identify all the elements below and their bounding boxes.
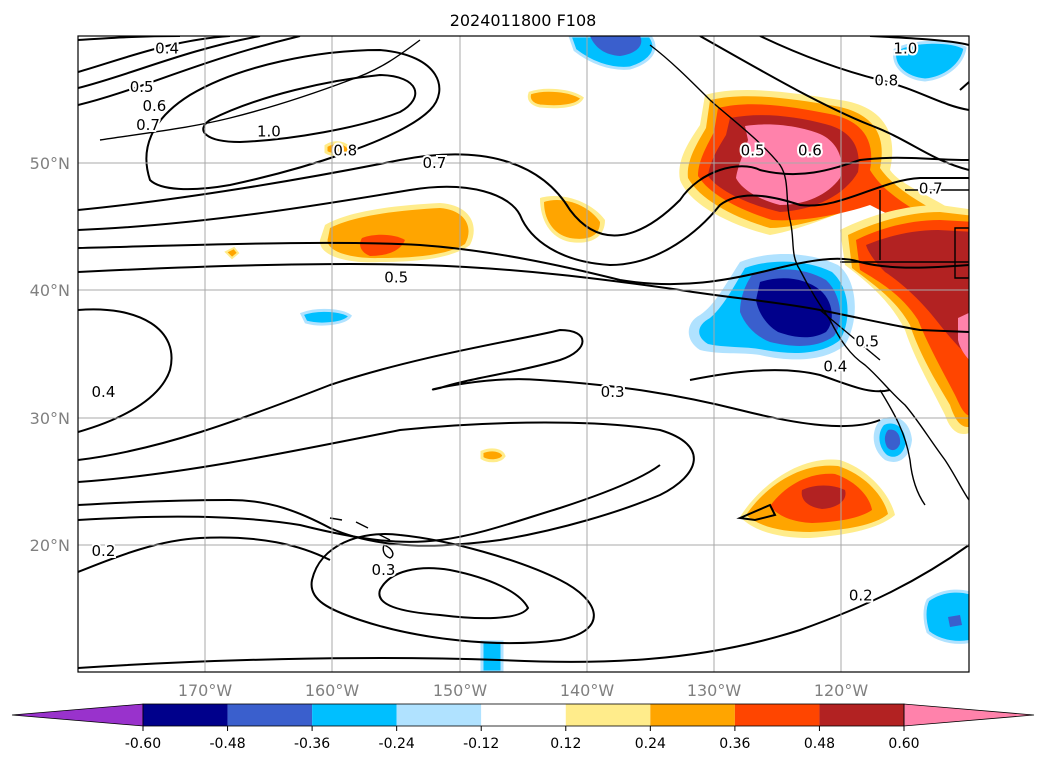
colorbar-tick-label: 0.36 [719,736,750,752]
colorbar-tick-label: -0.60 [125,736,161,752]
x-tick-label: 170°W [178,681,233,700]
contour-label: 0.3 [372,561,396,579]
contour-labels: 0.40.50.60.7 1.00.80.70.5 0.61.00.80.70.50… [90,38,945,607]
contour-label: 0.6 [798,141,822,159]
x-tick-label: 160°W [305,681,360,700]
contour-label: 0.6 [142,97,166,115]
contour-label: 0.7 [422,154,446,172]
contour-label: 0.7 [136,116,160,134]
gridlines [78,36,969,672]
contour-label: 0.4 [92,383,116,401]
colorbar-segment [819,704,904,726]
contour-label: 0.4 [155,40,179,58]
colorbar: -0.60 -0.48 -0.36 -0.24 -0.12 0.12 0.24 0.36 0.4… [11,703,1035,752]
colorbar-segment [227,704,313,726]
colorbar-tick-label: -0.24 [379,736,415,752]
x-axis-labels: 170°W 160°W 150°W 140°W 130°W 120°W [178,681,869,700]
contour-label: 0.7 [919,180,943,198]
map-area: 0.40.50.60.7 1.00.80.70.5 0.61.00.80.70.50… [78,36,969,672]
y-tick-label: 50°N [30,154,70,173]
colorbar-segment [650,704,735,726]
x-tick-label: 130°W [687,681,742,700]
chart-title: 2024011800 F108 [450,11,597,30]
contour-label: 0.2 [849,587,873,605]
y-tick-label: 20°N [30,536,70,555]
colorbar-extend-low [11,703,144,727]
contour-label: 0.2 [92,542,116,560]
colorbar-tick-label: -0.12 [463,736,499,752]
colorbar-segment [312,704,397,726]
colorbar-tick-label: -0.48 [209,736,245,752]
colorbar-tick-label: 0.60 [888,736,919,752]
contour-label: 0.8 [333,141,357,159]
x-tick-label: 150°W [433,681,488,700]
colorbar-tick-label: 0.12 [550,736,581,752]
colorbar-segment [565,704,651,726]
contour-label: 0.5 [855,332,879,350]
y-tick-label: 40°N [30,281,70,300]
shade-region-baja-negative [873,416,912,462]
contour-label: 1.0 [257,122,281,140]
colorbar-frame [142,703,905,727]
coastlines [99,39,969,559]
contour-label: 0.5 [130,78,154,96]
x-tick-label: 120°W [814,681,869,700]
colorbar-segment [396,704,482,726]
colorbar-extend-high [903,703,1035,727]
contour-label: 1.0 [893,40,917,58]
colorbar-tick-label: -0.36 [294,736,330,752]
contour-label: 0.4 [823,358,847,376]
map-frame [77,35,970,673]
shade-region-subtropical [740,459,895,538]
contour-label: 0.5 [384,269,408,287]
y-axis-labels: 50°N 40°N 30°N 20°N [30,154,70,555]
colorbar-tick-label: 0.48 [804,736,835,752]
colorbar-segment [143,704,228,726]
colorbar-segment [734,704,820,726]
contour-label: 0.8 [874,72,898,90]
colorbar-tick-label: 0.24 [635,736,666,752]
contour-label: 0.5 [741,141,765,159]
y-tick-label: 30°N [30,409,70,428]
contour-label: 0.3 [601,383,625,401]
colorbar-segment [481,704,566,726]
x-tick-label: 140°W [560,681,615,700]
